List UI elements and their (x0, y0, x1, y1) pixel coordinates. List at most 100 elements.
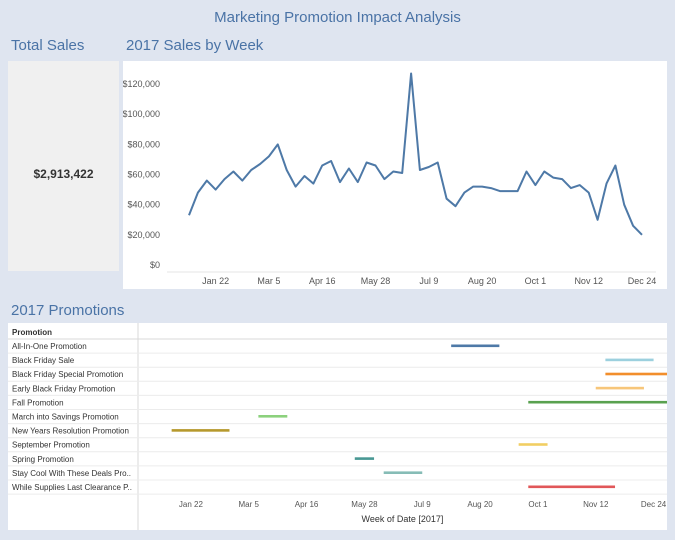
x-tick-label: Jul 9 (419, 276, 438, 286)
promotion-bar[interactable] (354, 457, 375, 460)
sales-point[interactable] (418, 168, 422, 172)
sales-line-chart-panel: $0 $20,000 $40,000 $60,000 $80,000 $100,000 $1… (122, 61, 667, 289)
sales-point[interactable] (595, 218, 599, 222)
promotion-label: Spring Promotion (12, 455, 74, 464)
sales-point[interactable] (409, 71, 413, 75)
promotion-bar[interactable] (528, 485, 616, 489)
x-tick-label: Oct 1 (525, 276, 547, 286)
sales-point[interactable] (222, 177, 226, 181)
sales-point[interactable] (382, 177, 386, 181)
sales-point[interactable] (231, 169, 235, 173)
sales-point[interactable] (205, 178, 209, 182)
sales-point[interactable] (453, 204, 457, 208)
y-tick-label: $0 (150, 260, 160, 270)
promotion-label: While Supplies Last Clearance P.. (12, 483, 132, 492)
sales-point[interactable] (267, 154, 271, 158)
sales-point[interactable] (533, 183, 537, 187)
sales-point[interactable] (631, 224, 635, 228)
sales-point[interactable] (578, 183, 582, 187)
promotions-title: 2017 Promotions (11, 302, 125, 319)
sales-point[interactable] (498, 189, 502, 193)
sales-point[interactable] (320, 163, 324, 167)
sales-point[interactable] (542, 169, 546, 173)
sales-point[interactable] (400, 171, 404, 175)
sales-point[interactable] (240, 178, 244, 182)
total-sales-title: Total Sales (11, 37, 85, 54)
sales-point[interactable] (569, 186, 573, 190)
x-tick-label: Apr 16 (309, 276, 336, 286)
sales-point[interactable] (302, 174, 306, 178)
promotion-label: All-In-One Promotion (12, 342, 87, 351)
sales-point[interactable] (285, 168, 289, 172)
promotion-label: Fall Promotion (12, 398, 64, 407)
gantt-x-tick-label: Jan 22 (179, 500, 204, 509)
promotion-bar[interactable] (528, 400, 673, 404)
sales-point[interactable] (373, 163, 377, 167)
sales-point[interactable] (480, 184, 484, 188)
sales-point[interactable] (604, 181, 608, 185)
gantt-x-tick-label: Nov 12 (583, 500, 609, 509)
promotions-gantt-panel: Promotion All-In-One Promotion Black Frida… (8, 323, 673, 530)
promotion-label: Black Friday Sale (12, 356, 75, 365)
x-tick-label: Aug 20 (468, 276, 497, 286)
dashboard-title: Marketing Promotion Impact Analysis (214, 9, 461, 26)
promotion-bar[interactable] (518, 443, 548, 446)
sales-line-series[interactable] (188, 72, 643, 236)
promotion-bar[interactable] (258, 415, 288, 418)
sales-point[interactable] (364, 160, 368, 164)
sales-point[interactable] (640, 233, 644, 237)
y-tick-label: $120,000 (123, 79, 160, 89)
promotion-bar[interactable] (451, 344, 500, 348)
sales-point[interactable] (507, 189, 511, 193)
sales-point[interactable] (293, 184, 297, 188)
sales-point[interactable] (462, 190, 466, 194)
promotion-column-header: Promotion (12, 328, 52, 337)
y-tick-label: $80,000 (127, 139, 160, 149)
sales-point[interactable] (249, 168, 253, 172)
sales-point[interactable] (427, 165, 431, 169)
promotion-label: March into Savings Promotion (12, 413, 119, 422)
promotion-bar[interactable] (383, 471, 423, 474)
sales-point[interactable] (347, 166, 351, 170)
gantt-x-tick-label: Aug 20 (467, 500, 493, 509)
sales-point[interactable] (391, 169, 395, 173)
x-tick-label: Jan 22 (202, 276, 229, 286)
sales-point[interactable] (187, 213, 191, 217)
gantt-x-tick-label: Jul 9 (414, 500, 431, 509)
sales-point[interactable] (613, 163, 617, 167)
sales-point[interactable] (524, 169, 528, 173)
sales-point[interactable] (356, 180, 360, 184)
sales-point[interactable] (471, 184, 475, 188)
gantt-x-tick-label: Mar 5 (239, 500, 260, 509)
total-sales-panel: $2,913,422 (8, 61, 119, 271)
y-tick-label: $20,000 (127, 230, 160, 240)
sales-point[interactable] (311, 181, 315, 185)
sales-point[interactable] (444, 196, 448, 200)
sales-point[interactable] (436, 160, 440, 164)
sales-point[interactable] (515, 189, 519, 193)
promotion-bar[interactable] (171, 429, 230, 432)
promotion-bar[interactable] (605, 372, 673, 376)
gantt-x-tick-label: May 28 (351, 500, 378, 509)
promotions-gantt-chart[interactable]: Promotion All-In-One Promotion Black Frida… (8, 323, 673, 530)
x-tick-label: Mar 5 (257, 276, 280, 286)
sales-point[interactable] (329, 159, 333, 163)
promotion-bar[interactable] (605, 358, 654, 362)
sales-point[interactable] (551, 175, 555, 179)
sales-point[interactable] (213, 187, 217, 191)
promotion-bar[interactable] (595, 386, 644, 390)
sales-point[interactable] (258, 162, 262, 166)
sales-point[interactable] (587, 190, 591, 194)
sales-line-chart[interactable]: $0 $20,000 $40,000 $60,000 $80,000 $100,000 $1… (122, 61, 667, 289)
sales-chart-title: 2017 Sales by Week (126, 37, 264, 54)
sales-point[interactable] (489, 186, 493, 190)
promotion-label: Early Black Friday Promotion (12, 384, 115, 393)
sales-point[interactable] (276, 142, 280, 146)
gantt-x-tick-label: Dec 24 (641, 500, 667, 509)
sales-point[interactable] (560, 177, 564, 181)
gantt-x-axis-label: Week of Date [2017] (362, 514, 444, 524)
sales-point[interactable] (196, 190, 200, 194)
x-tick-label: Nov 12 (574, 276, 603, 286)
sales-point[interactable] (338, 180, 342, 184)
sales-point[interactable] (622, 202, 626, 206)
